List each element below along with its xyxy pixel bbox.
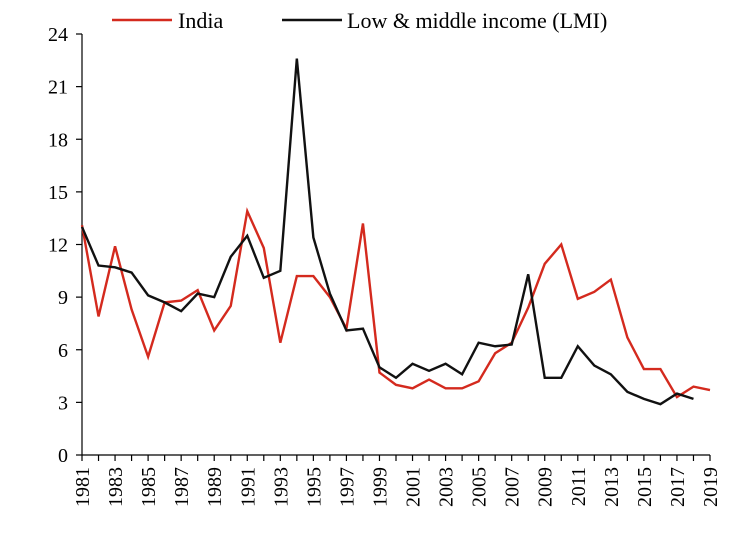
x-tick-label: 2001: [403, 467, 425, 507]
x-tick-label: 2011: [568, 467, 590, 506]
x-tick-label: 1981: [72, 467, 94, 507]
x-tick-label: 1985: [138, 467, 160, 507]
x-tick-label: 2007: [502, 467, 524, 507]
x-tick-label: 2003: [436, 467, 458, 507]
x-tick-label: 2009: [535, 467, 557, 507]
x-tick-label: 2019: [700, 467, 722, 507]
y-tick-label: 21: [48, 77, 68, 99]
y-tick-label: 24: [48, 24, 68, 46]
series-line-lmi: [80, 58, 694, 406]
y-tick-label: 6: [58, 340, 68, 362]
x-tick-label: 2013: [601, 467, 623, 507]
x-tick-label: 1991: [237, 467, 259, 507]
x-tick-label: 2015: [634, 467, 656, 507]
y-axis: 0 3 6 9 12 15 18 21 24: [48, 24, 83, 467]
x-axis: 1981 1983 1985 1987 1989 1991 1993 1995 1997 1999…: [72, 454, 722, 507]
y-tick-label: 15: [48, 182, 68, 204]
x-tick-label: 1987: [171, 467, 193, 507]
y-tick-label: 3: [58, 392, 68, 414]
x-tick-label: 1989: [204, 467, 226, 507]
legend-label-india: India: [178, 8, 223, 33]
series-layer: [80, 58, 711, 406]
x-tick-label: 2017: [667, 467, 689, 507]
x-tick-label: 1995: [303, 467, 325, 507]
x-tick-label: 1993: [270, 467, 292, 507]
y-tick-label: 18: [48, 129, 68, 151]
y-tick-label: 12: [48, 235, 68, 257]
x-tick-label: 1983: [105, 467, 127, 507]
x-tick-label: 1999: [369, 467, 391, 507]
x-tick-label: 1997: [336, 467, 358, 507]
series-line-india: [80, 207, 711, 399]
legend: India Low & middle income (LMI): [112, 8, 607, 33]
y-tick-label: 9: [58, 287, 68, 309]
x-tick-label: 2005: [469, 467, 491, 507]
legend-label-lmi: Low & middle income (LMI): [347, 8, 607, 33]
y-tick-label: 0: [58, 445, 68, 467]
